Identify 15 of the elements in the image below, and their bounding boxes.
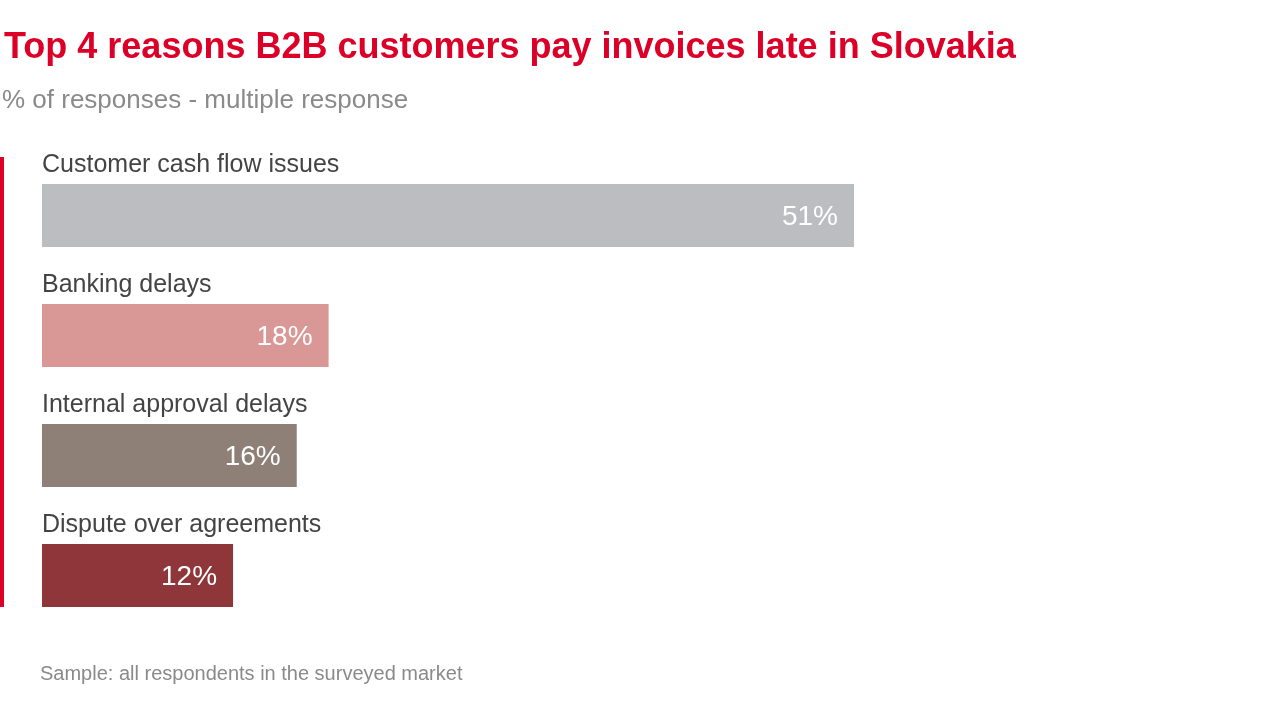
chart-title: Top 4 reasons B2B customers pay invoices late in Slovakia <box>4 25 1017 66</box>
y-tick-label: Dispute over agreements <box>42 509 322 537</box>
text: Sample: all respondents in the surveyed market <box>40 662 463 684</box>
bar <box>42 184 854 247</box>
data-label: 12% <box>161 560 218 591</box>
bar <box>42 304 329 367</box>
bar <box>42 424 297 487</box>
y-tick-label: Internal approval delays <box>42 389 308 417</box>
data-label: 16% <box>224 440 281 471</box>
data-label: 18% <box>256 320 313 351</box>
chart-subtitle: % of responses - multiple response <box>2 84 409 114</box>
y-tick-label: Customer cash flow issues <box>42 149 340 177</box>
bar <box>42 544 234 607</box>
y-tick-label: Banking delays <box>42 269 212 297</box>
data-label: 51% <box>781 200 838 231</box>
